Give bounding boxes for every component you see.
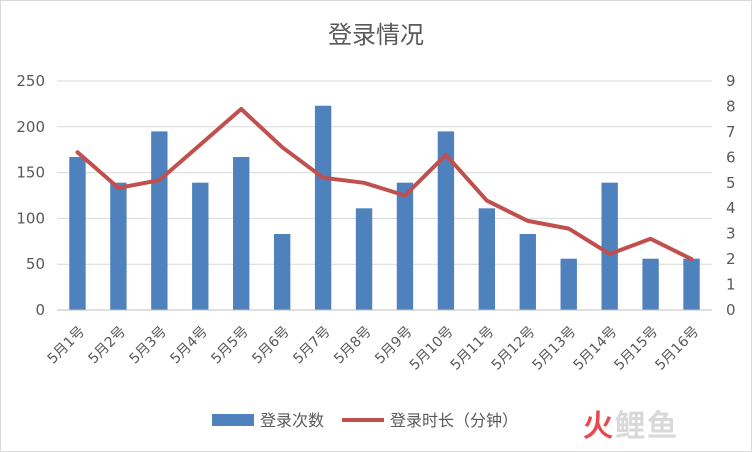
x-tick-label: 5月13号 xyxy=(530,324,580,374)
line-point xyxy=(239,107,243,111)
bar xyxy=(478,208,496,310)
line-point xyxy=(198,143,202,147)
bar xyxy=(110,182,127,310)
chart-title: 登录情况 xyxy=(328,21,424,49)
watermark-rest: 鲤鱼 xyxy=(615,409,679,444)
bar xyxy=(519,233,536,310)
watermark-logo: 火鲤鱼 xyxy=(583,407,743,447)
x-tick-label: 5月15号 xyxy=(611,324,661,374)
x-tick-label: 5月8号 xyxy=(331,324,375,368)
bar xyxy=(192,182,209,310)
x-tick-label: 5月2号 xyxy=(86,324,130,368)
right-axis: 0 1 2 3 4 5 6 7 8 9 xyxy=(726,72,736,319)
bar xyxy=(683,258,700,310)
bar xyxy=(233,157,250,310)
line-point xyxy=(75,150,79,154)
x-tick-label: 5月12号 xyxy=(489,324,539,374)
x-tick-label: 5月14号 xyxy=(570,324,620,374)
right-axis-tick-label: 5 xyxy=(726,174,736,192)
x-tick-label: 5月1号 xyxy=(45,324,89,368)
right-axis-tick-label: 8 xyxy=(726,97,736,115)
legend-swatch-login-count xyxy=(212,414,254,426)
line-point xyxy=(321,176,325,180)
right-axis-tick-label: 7 xyxy=(726,123,736,141)
bar xyxy=(437,131,455,310)
x-tick-label: 5月16号 xyxy=(652,324,702,374)
x-tick-label: 5月11号 xyxy=(448,324,498,374)
bar xyxy=(601,182,618,310)
line-point xyxy=(649,237,653,241)
line-point xyxy=(485,199,489,203)
line-point xyxy=(444,153,448,157)
line-point xyxy=(403,194,407,197)
bar-series-login-count xyxy=(69,105,700,311)
bar xyxy=(314,105,332,311)
right-axis-tick-label: 9 xyxy=(726,72,736,90)
right-axis-tick-label: 4 xyxy=(726,199,736,217)
x-tick-label: 5月10号 xyxy=(407,324,457,374)
right-axis-tick-label: 0 xyxy=(726,301,736,319)
line-point xyxy=(608,252,612,256)
x-axis: 5月1号5月2号5月3号5月4号5月5号5月6号5月7号5月8号5月9号5月10… xyxy=(45,309,712,374)
legend-label-login-duration: 登录时长（分钟） xyxy=(390,411,518,430)
left-axis-tick-label: 250 xyxy=(16,72,45,90)
line-point xyxy=(690,257,694,261)
line-point xyxy=(526,219,530,223)
left-axis-tick-label: 200 xyxy=(16,118,45,136)
x-tick-label: 5月4号 xyxy=(167,324,211,368)
watermark-first-char: 火 xyxy=(583,409,615,444)
legend-label-login-count: 登录次数 xyxy=(260,411,324,430)
bar xyxy=(151,131,168,310)
bar xyxy=(396,182,414,310)
duration-line xyxy=(75,107,694,262)
left-axis: 0 50 100 150 200 250 xyxy=(16,72,45,319)
line-point xyxy=(362,181,366,185)
bar xyxy=(355,208,373,310)
left-axis-tick-label: 0 xyxy=(35,301,45,319)
bar xyxy=(273,233,291,310)
line-point xyxy=(567,227,571,231)
line-point xyxy=(116,186,120,190)
left-axis-tick-label: 50 xyxy=(26,255,45,273)
left-axis-tick-label: 150 xyxy=(16,164,45,182)
line-point xyxy=(280,145,284,149)
x-tick-label: 5月6号 xyxy=(249,324,293,368)
bar xyxy=(69,157,86,310)
right-axis-tick-label: 6 xyxy=(726,148,736,166)
x-tick-label: 5月3号 xyxy=(126,324,170,368)
right-axis-tick-label: 2 xyxy=(726,250,736,268)
x-tick-label: 5月5号 xyxy=(208,324,252,368)
bar xyxy=(560,258,577,310)
right-axis-tick-label: 1 xyxy=(726,276,736,294)
left-axis-tick-label: 100 xyxy=(16,209,45,227)
x-tick-label: 5月7号 xyxy=(290,324,334,368)
line-series-login-duration xyxy=(75,107,694,262)
legend: 登录次数 登录时长（分钟） xyxy=(212,411,518,430)
bar xyxy=(642,258,659,310)
line-point xyxy=(157,178,161,182)
right-axis-tick-label: 3 xyxy=(726,225,736,243)
